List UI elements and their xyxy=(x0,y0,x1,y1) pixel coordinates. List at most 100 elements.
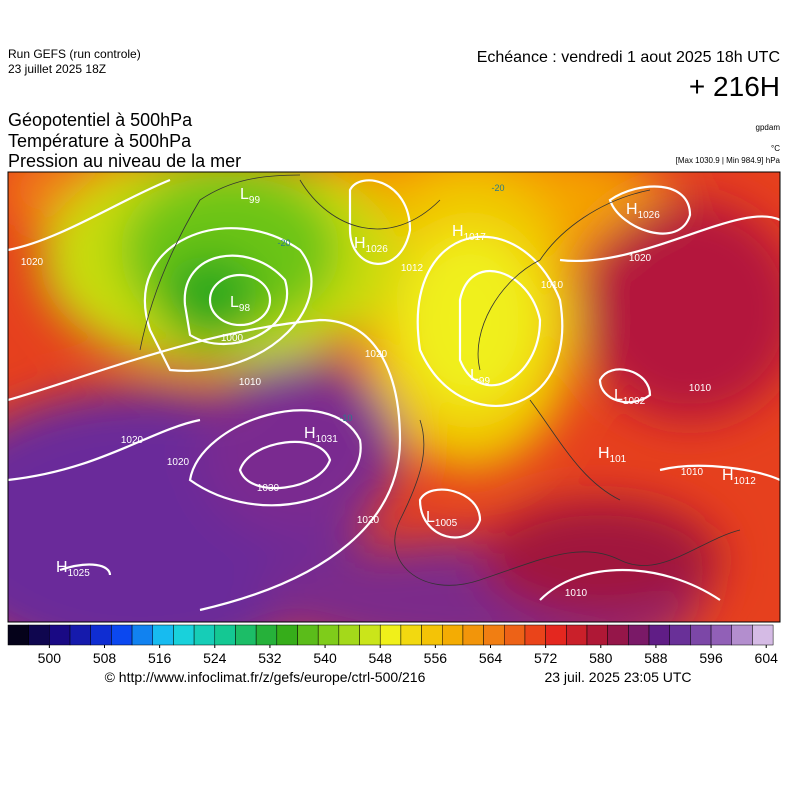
colorbar-swatch xyxy=(359,624,381,646)
isobar-label: 1010 xyxy=(239,377,262,388)
colorbar-tick-label: 548 xyxy=(369,650,393,666)
center-value: 1025 xyxy=(68,568,91,579)
colorbar-swatch xyxy=(49,624,71,646)
colorbar: 500 508 516 524 532 540 548 556 564 572 580 588 596 6… xyxy=(7,624,778,666)
colorbar-swatch xyxy=(276,624,298,646)
colorbar-swatch xyxy=(421,624,443,646)
lead-time: + 216H xyxy=(689,71,780,102)
colorbar-tick-label: 596 xyxy=(699,650,723,666)
footer-timestamp: 23 juil. 2025 23:05 UTC xyxy=(544,669,691,685)
center-value: 99 xyxy=(479,376,491,387)
colorbar-swatch xyxy=(400,624,422,646)
param: Température à 500hPa xyxy=(8,131,192,151)
isobar-label: 1030 xyxy=(257,483,280,494)
center-value: 1002 xyxy=(623,396,646,407)
center-value: 1012 xyxy=(734,476,757,487)
colorbar-swatch xyxy=(710,624,732,646)
footer-url: © http://www.infoclimat.fr/z/gefs/europe… xyxy=(105,669,426,685)
colorbar-swatch xyxy=(648,624,670,646)
map xyxy=(8,172,780,622)
unit: gpdam xyxy=(756,123,781,132)
isobar-label: 1020 xyxy=(629,253,652,264)
colorbar-tick-label: 508 xyxy=(93,650,117,666)
center-letter: H xyxy=(626,201,638,218)
colorbar-tick-label: 524 xyxy=(203,650,227,666)
isobar-label: 1020 xyxy=(357,515,380,526)
colorbar-swatch xyxy=(297,624,319,646)
isobar-label: 1020 xyxy=(365,349,388,360)
colorbar-swatch xyxy=(690,624,712,646)
colorbar-swatch xyxy=(586,624,608,646)
isobar-label: 1020 xyxy=(167,457,190,468)
temp-label: -20 xyxy=(491,183,504,193)
colorbar-swatch xyxy=(317,624,340,646)
colorbar-tick-label: 572 xyxy=(534,650,558,666)
pressure-center: H1031 xyxy=(304,425,338,445)
pressure-center: H1025 xyxy=(56,559,90,579)
param: Géopotentiel à 500hPa xyxy=(8,110,193,130)
isobar-label: 1010 xyxy=(689,383,712,394)
colorbar-tick-label: 540 xyxy=(313,650,337,666)
center-letter: H xyxy=(354,235,366,252)
colorbar-swatch xyxy=(731,624,753,646)
coastlines xyxy=(139,174,741,586)
colorbar-swatch xyxy=(69,624,91,646)
center-value: 1026 xyxy=(638,210,661,221)
colorbar-tick-label: 588 xyxy=(644,650,668,666)
center-value: 1031 xyxy=(316,434,339,445)
pressure-center: H101 xyxy=(598,445,627,465)
colorbar-tick-label: 556 xyxy=(424,650,448,666)
colorbar-swatch xyxy=(566,624,588,646)
isobar-label: 1000 xyxy=(221,333,244,344)
colorbar-tick-label: 580 xyxy=(589,650,613,666)
colorbar-swatch xyxy=(379,624,402,646)
temp-label: -10 xyxy=(339,413,352,423)
colorbar-swatch xyxy=(152,624,174,646)
colorbar-swatch xyxy=(524,624,546,646)
center-letter: L xyxy=(470,367,479,384)
center-value: 1017 xyxy=(464,232,487,243)
map-frame xyxy=(7,171,781,623)
colorbar-swatch xyxy=(442,624,464,646)
colorbar-swatch xyxy=(214,624,236,646)
isobar-labels: 1020 1020 1012 1010 1010 1000 1010 1020 1020 1020… xyxy=(21,183,712,599)
colorbar-swatch xyxy=(255,624,278,646)
colorbar-swatch xyxy=(483,624,505,646)
param: Pression au niveau de la mer xyxy=(8,151,241,171)
unit: °C xyxy=(771,144,780,153)
colorbar-tick-label: 516 xyxy=(148,650,172,666)
pressure-center: L99 xyxy=(240,186,260,206)
center-letter: H xyxy=(598,445,610,462)
center-letter: H xyxy=(722,467,734,484)
colorbar-swatch xyxy=(338,624,360,646)
pressure-center: L99 xyxy=(470,367,490,387)
colorbar-swatch xyxy=(607,624,629,646)
pressure-center: H1017 xyxy=(452,223,486,243)
center-value: 1005 xyxy=(435,518,458,529)
center-value: 1026 xyxy=(366,244,389,255)
colorbar-swatch xyxy=(90,624,112,646)
colorbar-swatch xyxy=(235,624,257,646)
colorbar-swatch xyxy=(131,624,153,646)
colorbar-swatch xyxy=(752,624,774,646)
center-letter: L xyxy=(230,294,239,311)
isobar-label: 1010 xyxy=(681,467,704,478)
center-value: 101 xyxy=(610,454,627,465)
run: Run GEFS (run controle) xyxy=(8,47,141,61)
center-letter: H xyxy=(304,425,316,442)
isobar-label: 1012 xyxy=(401,263,424,274)
isobar-label: 1020 xyxy=(121,435,144,446)
center-letter: L xyxy=(240,186,249,203)
colorbar-swatch xyxy=(545,624,567,646)
pressure-center: L98 xyxy=(230,294,250,314)
run-date: 23 juillet 2025 18Z xyxy=(8,62,106,76)
center-letter: H xyxy=(56,559,68,576)
center-value: 98 xyxy=(239,303,251,314)
colorbar-swatch xyxy=(628,624,650,646)
center-value: 99 xyxy=(249,195,261,206)
colorbar-swatch xyxy=(193,624,216,646)
pressure-center: L1005 xyxy=(426,509,458,529)
isobar-label: 1010 xyxy=(565,588,588,599)
pressure-center: H1026 xyxy=(354,235,388,255)
